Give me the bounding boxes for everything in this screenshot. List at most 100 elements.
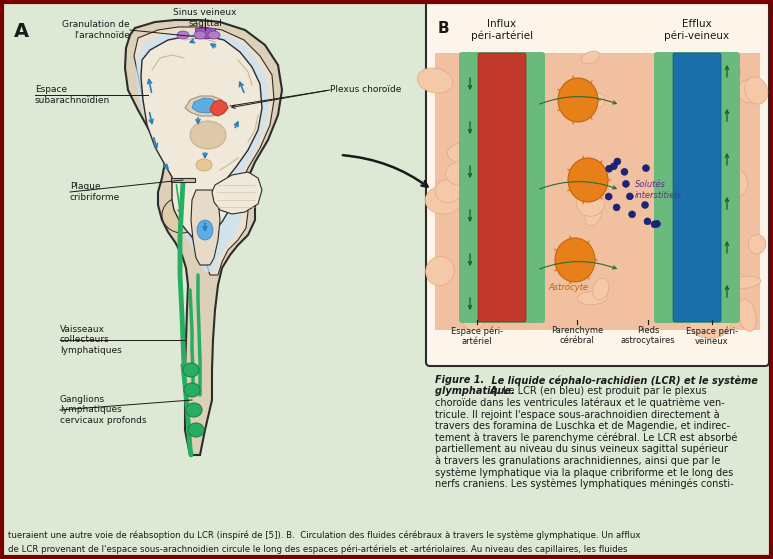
Text: Espace péri-
artériel: Espace péri- artériel [451,326,503,346]
Ellipse shape [466,271,492,285]
Ellipse shape [425,186,462,214]
Text: Sinus veineux
sagittal: Sinus veineux sagittal [173,8,237,28]
FancyBboxPatch shape [478,53,526,322]
Ellipse shape [710,57,741,84]
Circle shape [628,211,635,218]
Polygon shape [185,96,228,116]
Ellipse shape [479,97,509,131]
Ellipse shape [208,31,220,39]
Circle shape [642,201,649,209]
Text: Espace
subarachnoïdien: Espace subarachnoïdien [35,86,111,105]
Ellipse shape [577,291,608,305]
Polygon shape [191,190,220,265]
Ellipse shape [184,383,200,397]
Circle shape [644,218,651,225]
FancyBboxPatch shape [435,53,760,330]
Polygon shape [136,31,269,272]
Ellipse shape [708,268,744,284]
Ellipse shape [435,179,461,203]
FancyBboxPatch shape [426,1,769,366]
Ellipse shape [558,78,598,122]
Polygon shape [171,178,195,182]
Ellipse shape [448,143,482,163]
Text: Figure 1.: Figure 1. [435,375,484,385]
Ellipse shape [462,306,485,330]
Text: Astrocyte: Astrocyte [548,283,588,292]
Ellipse shape [691,155,720,185]
Ellipse shape [417,68,453,93]
Ellipse shape [188,423,204,437]
Ellipse shape [748,234,766,254]
Ellipse shape [737,80,762,103]
Polygon shape [212,172,262,214]
Polygon shape [192,98,220,113]
Ellipse shape [186,403,202,417]
Circle shape [614,158,621,165]
Text: Vaisseaux
collecteurs
lymphatiques: Vaisseaux collecteurs lymphatiques [60,325,122,355]
Polygon shape [195,28,215,38]
Text: Efflux
péri-veineux: Efflux péri-veineux [665,19,730,41]
Text: à travers les granulations arachnidiennes, ainsi que par le: à travers les granulations arachnidienne… [435,456,720,466]
Ellipse shape [593,278,609,300]
Ellipse shape [581,51,600,64]
Ellipse shape [197,220,213,240]
Text: nerfs craniens. Les systèmes lymphatiques méningés consti-: nerfs craniens. Les systèmes lymphatique… [435,479,734,489]
Circle shape [622,181,629,187]
Text: Ganglions
lymphatiques
cervicaux profonds: Ganglions lymphatiques cervicaux profond… [60,395,147,425]
Ellipse shape [592,93,604,108]
Ellipse shape [162,197,202,233]
Text: système lymphatique via la plaque cribriforme et le long des: système lymphatique via la plaque cribri… [435,467,734,477]
Circle shape [611,163,618,170]
Text: tricule. Il rejoint l'espace sous-arachnoidien directement à: tricule. Il rejoint l'espace sous-arachn… [435,410,720,420]
Ellipse shape [190,121,226,149]
Circle shape [621,168,628,176]
Text: Plexus choroïde: Plexus choroïde [330,86,401,94]
Text: tueraient une autre voie de réabsoption du LCR (inspiré de [5]). B.  Circulation: tueraient une autre voie de réabsoption … [8,531,641,541]
Polygon shape [210,100,228,116]
Text: Parenchyme
cérébral: Parenchyme cérébral [551,326,603,345]
Ellipse shape [461,184,479,203]
FancyBboxPatch shape [654,52,740,323]
Ellipse shape [196,159,212,171]
Circle shape [653,220,660,228]
Polygon shape [125,20,282,455]
Text: de LCR provenant de l'espace sous-arachnoidien circule le long des espaces péri-: de LCR provenant de l'espace sous-arachn… [8,544,628,553]
FancyBboxPatch shape [459,52,545,323]
Ellipse shape [585,203,601,226]
Text: Le liquide céphalo-rachidien (LCR) et le système: Le liquide céphalo-rachidien (LCR) et le… [488,375,758,386]
Text: Influx
péri-artériel: Influx péri-artériel [471,19,533,41]
Polygon shape [141,36,262,258]
Text: Solutés
interstitiels: Solutés interstitiels [635,181,682,200]
Text: A: A [14,22,29,41]
Text: glymphatique.: glymphatique. [435,386,518,396]
Ellipse shape [194,31,206,39]
Text: partiellement au niveau du sinus veineux sagittal supérieur: partiellement au niveau du sinus veineux… [435,444,728,454]
Circle shape [642,165,649,172]
Ellipse shape [568,158,608,202]
Text: Granulation de
l'arachnoïde: Granulation de l'arachnoïde [63,20,130,40]
Text: choroïde dans les ventricules latéraux et le quatrième ven-: choroïde dans les ventricules latéraux e… [435,398,725,409]
Text: A.: A. [490,386,502,396]
Text: Plaque
cribriforme: Plaque cribriforme [70,182,121,202]
Ellipse shape [177,31,189,39]
Ellipse shape [724,276,761,289]
Ellipse shape [426,257,455,286]
Circle shape [626,193,633,200]
Circle shape [605,193,612,200]
Text: Espace péri-
veineux: Espace péri- veineux [686,326,738,346]
Text: travers des foramina de Luschka et de Magendie, et indirec-: travers des foramina de Luschka et de Ma… [435,421,730,431]
Ellipse shape [555,238,595,282]
Ellipse shape [738,299,756,331]
Text: Le LCR (en bleu) est produit par le plexus: Le LCR (en bleu) est produit par le plex… [500,386,707,396]
Ellipse shape [689,306,731,339]
Ellipse shape [744,77,768,104]
Ellipse shape [710,166,747,200]
Circle shape [605,165,612,172]
Ellipse shape [714,83,739,103]
Polygon shape [134,27,274,275]
Text: tement à travers le parenchyme cérébral. Le LCR est absorbé: tement à travers le parenchyme cérébral.… [435,433,737,443]
Ellipse shape [577,189,604,216]
Ellipse shape [183,363,199,377]
Circle shape [651,221,658,228]
Text: Pieds
astrocytaires: Pieds astrocytaires [621,326,676,345]
